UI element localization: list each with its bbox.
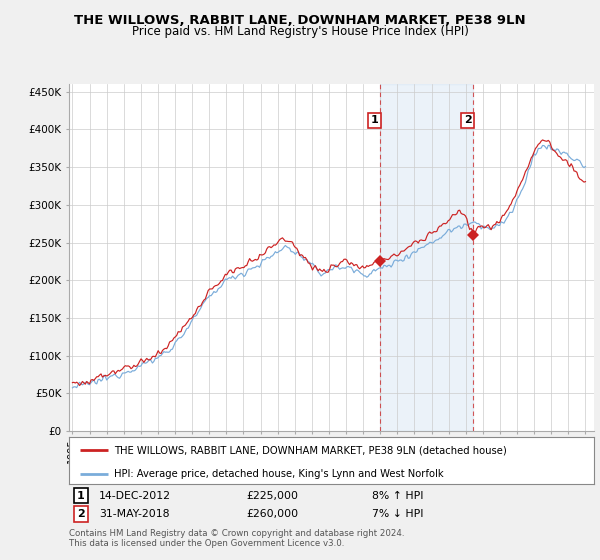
- Text: 31-MAY-2018: 31-MAY-2018: [99, 509, 170, 519]
- Text: HPI: Average price, detached house, King's Lynn and West Norfolk: HPI: Average price, detached house, King…: [113, 469, 443, 479]
- Text: 2: 2: [77, 509, 85, 519]
- Text: 1: 1: [77, 491, 85, 501]
- Text: £225,000: £225,000: [246, 491, 298, 501]
- Text: 2: 2: [464, 115, 472, 125]
- Text: Price paid vs. HM Land Registry's House Price Index (HPI): Price paid vs. HM Land Registry's House …: [131, 25, 469, 38]
- Text: Contains HM Land Registry data © Crown copyright and database right 2024.
This d: Contains HM Land Registry data © Crown c…: [69, 529, 404, 548]
- Text: THE WILLOWS, RABBIT LANE, DOWNHAM MARKET, PE38 9LN (detached house): THE WILLOWS, RABBIT LANE, DOWNHAM MARKET…: [113, 445, 506, 455]
- Text: £260,000: £260,000: [246, 509, 298, 519]
- Text: THE WILLOWS, RABBIT LANE, DOWNHAM MARKET, PE38 9LN: THE WILLOWS, RABBIT LANE, DOWNHAM MARKET…: [74, 14, 526, 27]
- Text: 7% ↓ HPI: 7% ↓ HPI: [372, 509, 424, 519]
- Text: 14-DEC-2012: 14-DEC-2012: [99, 491, 171, 501]
- Bar: [380, 84, 473, 431]
- Text: 8% ↑ HPI: 8% ↑ HPI: [372, 491, 424, 501]
- Text: 1: 1: [371, 115, 378, 125]
